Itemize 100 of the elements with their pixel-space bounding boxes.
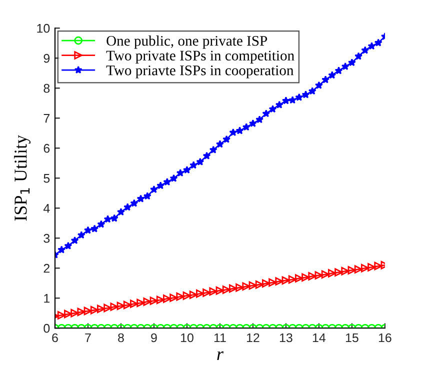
point [248,281,258,290]
point [348,266,356,274]
point [77,230,86,239]
point [156,296,165,304]
point [262,109,270,118]
point [361,46,370,54]
point [150,185,158,194]
point [321,270,330,279]
point [90,224,99,232]
point [196,289,204,298]
point [222,286,231,294]
point [70,308,79,318]
point [202,152,211,160]
point [216,140,224,148]
point [97,220,106,228]
point [163,294,172,303]
point [116,302,126,310]
point [156,181,165,190]
point [302,273,310,282]
x-tick-label: 12 [246,333,260,342]
point [242,122,250,131]
y-tick-label: 6 [44,144,50,153]
point [182,292,192,300]
point [368,263,376,272]
point [190,161,198,169]
point [182,166,191,174]
point [110,214,118,222]
point [295,93,304,101]
point [282,276,290,285]
legend-label: One public, one private ISP [106,36,268,49]
point [348,58,356,66]
point [288,275,297,284]
y-tick-label: 8 [44,84,50,93]
point [163,178,172,186]
point [104,215,112,223]
point [57,311,66,320]
x-tick-label: 9 [151,333,157,342]
x-axis-title: r [217,351,224,360]
point [209,146,218,154]
point [354,52,363,60]
point [170,294,178,302]
x-tick-label: 6 [52,333,58,342]
point [124,203,132,211]
point [150,296,158,305]
y-tick-label: 1 [44,294,50,303]
point [64,310,72,318]
point [328,269,336,278]
point [136,194,145,202]
y-tick-label: 5 [44,174,50,183]
point [248,119,257,128]
point [104,304,112,312]
point [97,304,106,314]
point [368,42,376,50]
point [308,86,316,95]
point [334,66,343,74]
x-tick-label: 11 [214,333,226,342]
point [110,302,119,311]
x-tick-label: 15 [346,333,358,342]
point [334,268,343,276]
point [242,282,251,291]
point [328,71,336,79]
point [374,38,382,46]
point [294,274,304,282]
point [84,306,92,316]
y-tick-label: 0 [44,324,50,333]
point [216,286,224,295]
point [275,100,284,108]
point [322,76,330,84]
point [354,265,363,274]
point [77,308,86,316]
point [130,300,138,308]
point [360,264,370,272]
point [222,135,231,143]
point [228,284,238,293]
point [236,126,244,134]
point [64,242,72,250]
point [302,90,310,98]
point [143,192,152,200]
point [341,62,350,70]
point [268,104,277,113]
y-axis-title: ISP$_{1}$ Utility [14,134,30,221]
point [308,272,317,280]
point [236,283,244,292]
x-tick-label: 8 [118,333,124,342]
x-tick-label: 14 [312,333,326,342]
point [268,278,277,287]
point [143,298,152,306]
point [90,306,99,314]
y-tick-label: 2 [44,264,50,273]
point [229,128,238,136]
point [314,271,324,280]
y-tick-label: 3 [44,234,50,243]
point [275,277,284,286]
point [58,246,66,254]
point [176,168,184,177]
point [374,262,382,270]
point [255,280,264,289]
point [314,81,323,89]
point [116,208,125,216]
y-tick-label: 4 [43,204,50,213]
